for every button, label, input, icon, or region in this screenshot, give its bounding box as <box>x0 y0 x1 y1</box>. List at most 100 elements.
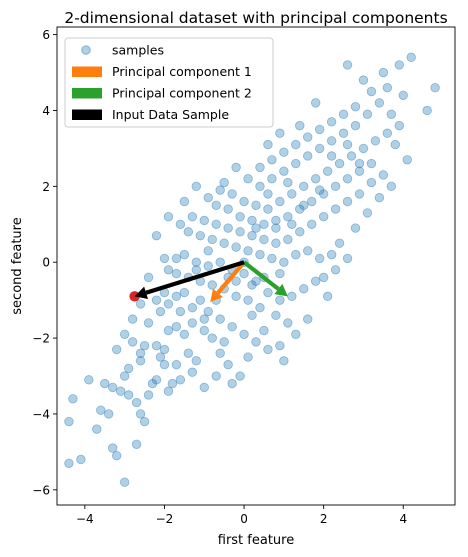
sample-point <box>231 242 241 252</box>
sample-point <box>326 151 337 161</box>
sample-point <box>243 246 253 256</box>
sample-point <box>311 276 321 286</box>
sample-point <box>159 253 170 264</box>
sample-point <box>279 257 289 267</box>
sample-point <box>275 196 285 207</box>
sample-point <box>287 291 297 302</box>
sample-point <box>386 109 397 119</box>
sample-point <box>207 333 217 343</box>
sample-point <box>179 287 190 298</box>
pc1-arrow-head <box>210 288 223 303</box>
sample-point <box>211 200 221 211</box>
sample-point <box>119 371 130 381</box>
sample-point <box>195 230 205 241</box>
sample-point <box>159 344 170 355</box>
sample-point <box>255 249 265 260</box>
sample-point <box>311 174 321 184</box>
sample-point <box>307 196 317 207</box>
sample-point <box>131 439 142 450</box>
sample-point <box>143 390 154 400</box>
sample-point <box>251 337 261 347</box>
sample-point <box>358 143 369 154</box>
y-tick-label: 4 <box>42 104 50 118</box>
pc1-arrow <box>210 260 246 303</box>
sample-point <box>163 386 174 396</box>
sample-point <box>346 151 357 161</box>
x-axis-label: first feature <box>218 533 294 548</box>
sample-point <box>203 246 213 256</box>
sample-point <box>231 291 241 302</box>
sample-point <box>271 223 281 233</box>
legend-marker-samples <box>81 45 91 55</box>
sample-point <box>406 52 416 63</box>
sample-point <box>259 325 269 336</box>
sample-point <box>303 151 313 161</box>
input-sample-arrow-head <box>134 286 149 299</box>
sample-point <box>398 90 408 100</box>
sample-point <box>334 158 345 169</box>
input-sample-arrow <box>134 260 245 299</box>
y-tick-label: −4 <box>32 407 50 421</box>
sample-point <box>175 306 186 317</box>
sample-point <box>68 394 78 404</box>
sample-point <box>267 174 277 184</box>
sample-point <box>394 120 404 131</box>
sample-point <box>243 352 253 362</box>
sample-point <box>84 375 94 385</box>
sample-point <box>342 139 353 150</box>
sample-point <box>163 299 174 309</box>
sample-point <box>251 200 261 211</box>
sample-point <box>291 139 301 150</box>
sample-point <box>283 177 293 188</box>
sample-point <box>104 409 114 419</box>
sample-point <box>111 344 122 355</box>
sample-point <box>64 458 74 468</box>
sample-point <box>171 268 182 279</box>
sample-point <box>187 211 198 222</box>
sample-point <box>191 257 202 267</box>
sample-point <box>243 295 253 305</box>
sample-point <box>199 382 209 393</box>
sample-point <box>171 253 182 264</box>
sample-point <box>255 181 265 192</box>
sample-point <box>342 196 353 207</box>
sample-point <box>275 295 285 305</box>
sample-point <box>342 253 353 264</box>
sample-point <box>143 318 154 328</box>
sample-point <box>330 204 341 214</box>
sample-point <box>279 356 289 366</box>
sample-point <box>183 227 194 237</box>
sample-point <box>382 82 393 93</box>
sample-point <box>127 314 138 324</box>
legend: samples Principal component 1 Principal co… <box>64 37 274 128</box>
sample-point <box>251 223 261 233</box>
sample-point <box>207 234 217 245</box>
sample-point <box>338 109 349 119</box>
sample-point <box>139 340 150 351</box>
sample-point <box>227 189 237 199</box>
sample-point <box>215 314 225 324</box>
sample-point <box>303 314 313 324</box>
sample-point <box>235 211 245 222</box>
sample-point <box>76 454 86 465</box>
sample-point <box>64 416 74 427</box>
sample-point <box>187 318 198 328</box>
sample-point <box>354 189 365 199</box>
sample-point <box>223 359 233 370</box>
legend-swatch-input-data-sample <box>72 109 102 120</box>
sample-point <box>100 378 110 389</box>
sample-point <box>390 139 401 150</box>
sample-point <box>151 295 162 305</box>
sample-point <box>123 390 134 400</box>
sample-point <box>171 359 182 370</box>
sample-point <box>163 265 174 275</box>
sample-point <box>366 86 377 97</box>
sample-point <box>287 189 297 199</box>
sample-point <box>378 170 389 180</box>
sample-point <box>203 193 213 203</box>
sample-point <box>291 249 301 260</box>
sample-point <box>386 181 397 192</box>
legend-label-samples: samples <box>112 43 164 58</box>
sample-point <box>151 375 162 385</box>
